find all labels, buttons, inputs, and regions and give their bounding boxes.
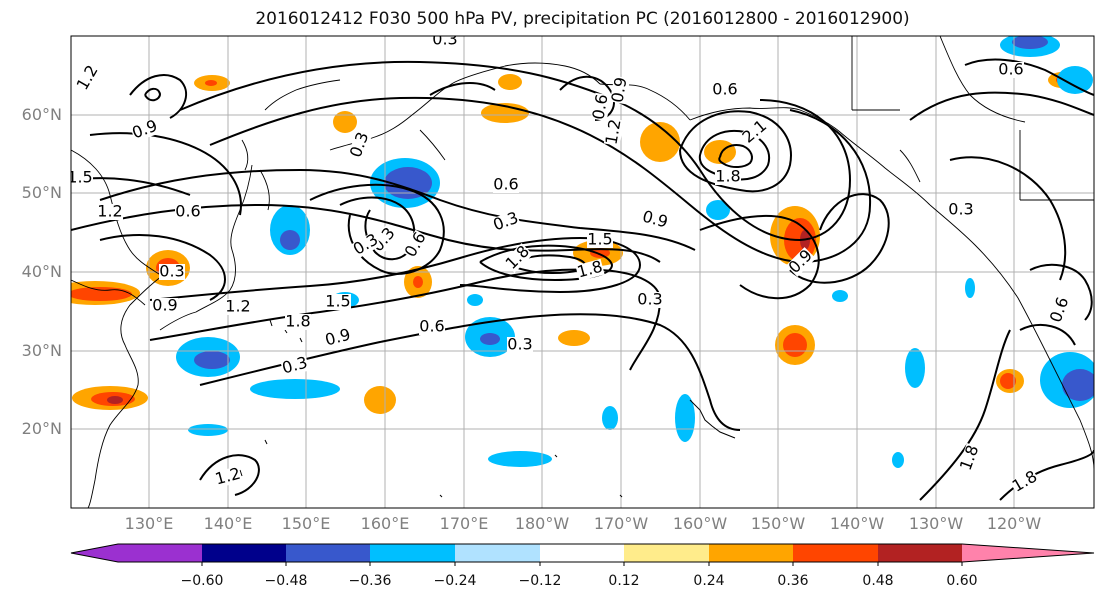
colorbar-segment bbox=[202, 544, 286, 562]
colorbar-segment bbox=[455, 544, 540, 562]
latitude-label: 40°N bbox=[21, 262, 62, 281]
contour-label: 1.8 bbox=[285, 312, 310, 331]
islands bbox=[239, 319, 736, 498]
longitude-label: 150°W bbox=[750, 514, 806, 533]
contour-label: 1.5 bbox=[587, 230, 612, 249]
longitude-label: 130°W bbox=[908, 514, 964, 533]
colorbar-tick-label: −0.60 bbox=[180, 573, 224, 589]
latitude-label: 30°N bbox=[21, 341, 62, 360]
colorbar-segment bbox=[118, 544, 202, 562]
colorbar-tick-label: 0.60 bbox=[946, 573, 978, 589]
longitude-label: 140°W bbox=[829, 514, 885, 533]
colorbar-tick-label: −0.36 bbox=[348, 573, 392, 589]
colorbar-tick-label: −0.48 bbox=[264, 573, 308, 589]
contour-label: 0.6 bbox=[712, 80, 737, 99]
contour-label: 0.3 bbox=[507, 335, 532, 354]
colorbar-tick-label: 0.24 bbox=[693, 573, 725, 589]
contour-label: 1.2 bbox=[601, 118, 624, 146]
longitude-label: 140°E bbox=[203, 514, 253, 533]
contour-label: 0.9 bbox=[152, 296, 177, 315]
precipitation-shading bbox=[71, 36, 1094, 468]
colorbar-tick-label: 0.12 bbox=[608, 573, 640, 589]
colorbar-segment bbox=[624, 544, 709, 562]
contour-label: 1.8 bbox=[715, 167, 740, 186]
map-plot-area: 1.20.91.51.2 0.60.30.9 1.21.81.50.90.30.60… bbox=[67, 30, 1094, 508]
contour-label: 0.9 bbox=[607, 76, 630, 104]
colorbar-extend-min bbox=[71, 544, 118, 562]
colorbar-tick-label: 0.48 bbox=[862, 573, 894, 589]
contour-label: 1.5 bbox=[325, 292, 350, 311]
longitude-label: 170°W bbox=[593, 514, 649, 533]
longitude-label: 150°E bbox=[281, 514, 331, 533]
contour-label: 0.6 bbox=[588, 93, 611, 121]
contour-label: 1.2 bbox=[97, 202, 122, 221]
colorbar-tick-label: −0.12 bbox=[518, 573, 562, 589]
contour-label: 0.3 bbox=[432, 30, 457, 49]
colorbar-tick-label: −0.24 bbox=[433, 573, 477, 589]
colorbar-segment bbox=[878, 544, 962, 562]
contour-label: 0.6 bbox=[175, 202, 200, 221]
latitude-label: 20°N bbox=[21, 419, 62, 438]
contour-label: 0.6 bbox=[493, 175, 518, 194]
longitude-label: 130°E bbox=[124, 514, 174, 533]
contour-label: 0.3 bbox=[637, 290, 662, 309]
latitude-label: 50°N bbox=[21, 183, 62, 202]
colorbar bbox=[70, 543, 1095, 566]
map-frame bbox=[70, 35, 1095, 509]
colorbar-segment bbox=[540, 544, 624, 562]
colorbar-segment bbox=[709, 544, 793, 562]
longitude-label: 160°E bbox=[360, 514, 410, 533]
colorbar-segment bbox=[793, 544, 878, 562]
contour-label: 0.3 bbox=[159, 262, 184, 281]
longitude-label: 160°W bbox=[672, 514, 728, 533]
longitude-label: 170°E bbox=[439, 514, 489, 533]
latitude-label: 60°N bbox=[21, 105, 62, 124]
contour-label: 0.6 bbox=[419, 317, 444, 336]
contour-label: 1.2 bbox=[225, 297, 250, 316]
longitude-label: 120°W bbox=[986, 514, 1042, 533]
colorbar-segment bbox=[370, 544, 455, 562]
contour-label: 1.5 bbox=[67, 168, 92, 187]
colorbar-segment bbox=[286, 544, 370, 562]
figure-title: 2016012412 F030 500 hPa PV, precipitatio… bbox=[255, 9, 910, 29]
contour-label: 0.3 bbox=[948, 200, 973, 219]
contour-label: 0.6 bbox=[998, 60, 1023, 79]
longitude-label: 180°W bbox=[514, 514, 570, 533]
colorbar-tick-label: 0.36 bbox=[777, 573, 809, 589]
colorbar-extend-max bbox=[962, 544, 1094, 562]
